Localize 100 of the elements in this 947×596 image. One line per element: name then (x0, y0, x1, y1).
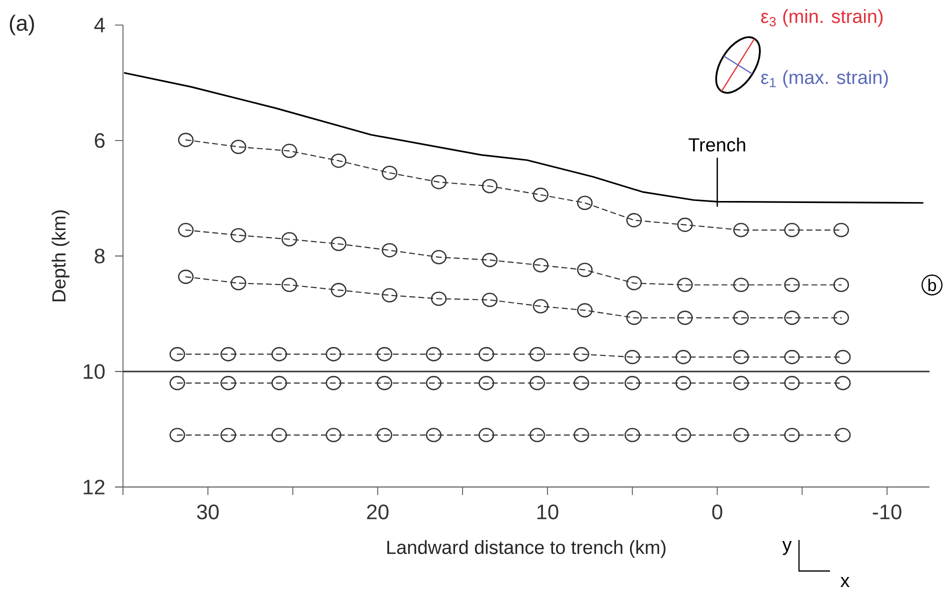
point (733, 376, 749, 390)
point (833, 278, 850, 292)
annotation: ε$_{3}$ (min. strain) (761, 9, 883, 27)
point (784, 428, 800, 442)
text: x (840, 577, 850, 587)
x-tick-label: 30 (197, 504, 219, 520)
point (478, 428, 494, 442)
point (835, 376, 851, 390)
x-axis-title: Landward distance to trench (km) (387, 540, 666, 558)
point (230, 228, 246, 242)
annotation: b (928, 278, 936, 292)
point (529, 376, 546, 390)
point (230, 276, 246, 290)
point (170, 347, 186, 362)
point (330, 282, 346, 298)
point (178, 270, 194, 284)
point (220, 428, 236, 442)
point (426, 428, 442, 442)
point (271, 376, 287, 390)
point (626, 276, 642, 290)
point (482, 178, 498, 194)
point (529, 428, 546, 442)
point (677, 278, 693, 292)
point (431, 250, 447, 264)
point (833, 222, 850, 238)
y-tick-label: 12 (84, 480, 104, 494)
point (577, 196, 593, 210)
point (677, 218, 693, 232)
point (676, 350, 692, 364)
point (624, 428, 640, 442)
point (784, 376, 800, 390)
point (482, 292, 498, 308)
y-tick-label: 6 (94, 133, 105, 148)
point (676, 428, 692, 442)
point (833, 310, 850, 325)
x-tick-label: 0 (712, 504, 722, 520)
point (577, 262, 593, 278)
point (376, 347, 392, 362)
point (624, 376, 640, 390)
annotation: ε$_{1}$ (max. strain) (761, 70, 888, 88)
point (784, 222, 800, 238)
point (784, 278, 800, 292)
point (431, 174, 447, 190)
point (574, 376, 590, 390)
point (178, 222, 194, 238)
text: y (782, 541, 792, 555)
point (577, 303, 593, 318)
point (626, 310, 642, 325)
point (677, 310, 693, 325)
point (282, 232, 298, 246)
point (326, 428, 342, 442)
y-axis-title: Depth (km) (52, 210, 70, 302)
point (431, 292, 447, 306)
point (426, 347, 442, 362)
point (478, 376, 494, 390)
point (835, 428, 851, 442)
point (282, 144, 298, 158)
point (282, 278, 298, 292)
x-tick-label: -10 (872, 504, 902, 520)
point (532, 188, 548, 202)
point (170, 376, 186, 390)
point (230, 140, 246, 154)
point (733, 310, 749, 325)
x-tick-label: 10 (537, 504, 558, 520)
point (529, 347, 546, 362)
point (835, 350, 851, 364)
point (376, 428, 392, 442)
y-tick-label: 4 (94, 18, 105, 32)
point (784, 310, 800, 325)
point (271, 428, 287, 442)
x-tick-label: 20 (367, 504, 388, 520)
point (330, 236, 346, 252)
point (178, 132, 194, 148)
point (382, 288, 398, 302)
annotation: Trench (688, 138, 746, 152)
point (624, 350, 640, 364)
point (376, 376, 392, 390)
point (478, 347, 494, 362)
point (532, 299, 548, 314)
point (220, 376, 236, 390)
point (326, 347, 342, 362)
y-tick-label: 8 (94, 248, 105, 264)
point (784, 350, 800, 364)
point (382, 243, 398, 258)
point (482, 252, 498, 268)
text: (a) (10, 14, 34, 36)
point (574, 347, 590, 362)
point (170, 428, 186, 442)
point (574, 428, 590, 442)
point (733, 350, 749, 364)
point (733, 278, 749, 292)
point (382, 166, 398, 180)
point (733, 222, 749, 238)
y-tick-label: 10 (84, 364, 105, 379)
point (220, 347, 236, 362)
point (426, 376, 442, 390)
line-series (124, 72, 924, 204)
point (676, 376, 692, 390)
point (271, 347, 287, 362)
point (330, 154, 346, 168)
